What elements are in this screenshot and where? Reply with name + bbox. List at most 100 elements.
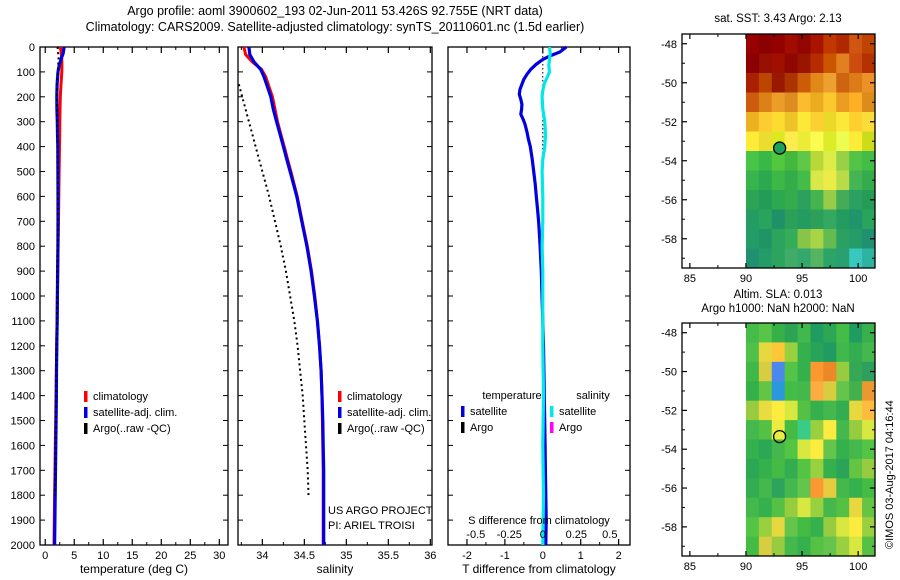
map-y-tick-label: -56 xyxy=(661,483,677,495)
x-tick-label: 10 xyxy=(97,550,109,562)
map-y-tick-label: -58 xyxy=(661,234,677,246)
depth-tick-label: 100 xyxy=(17,67,35,79)
map-title: Altim. SLA: 0.013 xyxy=(734,289,823,301)
x-tick-label: 1 xyxy=(578,550,584,562)
map-x-tick-label: 95 xyxy=(796,273,808,285)
legend-label: climatology xyxy=(93,391,149,403)
depth-tick-label: 1000 xyxy=(11,291,35,303)
depth-tick-label: 1700 xyxy=(11,465,35,477)
depth-tick-label: 200 xyxy=(17,92,35,104)
series-argo-raw-qc- xyxy=(237,84,310,496)
s-tick-label: -0.5 xyxy=(466,529,485,541)
legend-swatch xyxy=(84,423,88,434)
x-axis-label: salinity xyxy=(317,562,354,576)
map-x-tick-label: 90 xyxy=(740,561,752,573)
salinity-profile-panel: 34 34.5 35 35.5 36 salinity climatology satelli… xyxy=(237,46,436,576)
series-satellite-adj-clim- xyxy=(247,46,326,545)
legend-header: salinity xyxy=(576,390,610,402)
heatmap-cells xyxy=(745,323,876,557)
x-tick-label: 15 xyxy=(126,550,138,562)
depth-tick-label: 0 xyxy=(29,42,35,54)
x-tick-label: 35.5 xyxy=(378,550,399,562)
legend-swatch xyxy=(461,422,465,433)
temperature-profile-panel: 0 5 10 15 20 25 300100200300400500600700800900… xyxy=(11,42,229,576)
sst-map-panel: 85 90 95 100 -48 -50 -52 -54 -56 -58 sat. SST: 3.4… xyxy=(661,13,876,285)
x-axis-label: T difference from climatology xyxy=(462,562,616,576)
x-tick-label: 34 xyxy=(256,550,268,562)
depth-tick-label: 1400 xyxy=(11,391,35,403)
map-y-tick-label: -50 xyxy=(661,78,677,90)
legend-swatch xyxy=(461,406,465,417)
depth-tick-label: 400 xyxy=(17,142,35,154)
legend-label: Argo(..raw -QC) xyxy=(347,423,425,435)
map-title: Argo h1000: NaN h2000: NaN xyxy=(701,303,854,315)
x-tick-label: 34.5 xyxy=(294,550,315,562)
heatmap-cells xyxy=(745,34,876,269)
depth-tick-label: 1300 xyxy=(11,366,35,378)
panel-annotation: US ARGO PROJECT xyxy=(328,505,433,517)
x-tick-label: -2 xyxy=(462,550,472,562)
difference-profile-panel: -2 -1 0 1 2T difference from climatology S di… xyxy=(447,45,631,576)
legend: temperature satellite Argo salinity satellit… xyxy=(461,390,610,434)
map-x-tick-label: 100 xyxy=(849,273,867,285)
s-tick-label: 0.25 xyxy=(566,529,587,541)
map-y-tick-label: -48 xyxy=(661,39,677,51)
legend-swatch xyxy=(550,422,554,433)
x-tick-label: 30 xyxy=(213,550,225,562)
x-tick-label: 36 xyxy=(424,550,436,562)
title-line-2: Climatology: CARS2009. Satellite-adjuste… xyxy=(85,20,585,34)
legend: climatology satellite-adj. clim. Argo(..ra… xyxy=(84,391,177,435)
plot-frame xyxy=(237,46,433,546)
map-x-tick-label: 85 xyxy=(684,273,696,285)
legend-swatch xyxy=(338,407,342,418)
figure-title: Argo profile: aoml 3900602_193 02-Jun-20… xyxy=(10,3,660,35)
legend-swatch xyxy=(550,406,554,417)
legend-label: climatology xyxy=(347,391,403,403)
map-ticks xyxy=(682,34,875,268)
x-axis-label: temperature (deg C) xyxy=(80,562,188,576)
legend-label: satellite-adj. clim. xyxy=(347,407,431,419)
legend-label: Argo(..raw -QC) xyxy=(93,423,171,435)
depth-tick-label: 300 xyxy=(17,117,35,129)
x-tick-label: 2 xyxy=(616,550,622,562)
float-position-marker xyxy=(772,429,787,444)
map-y-tick-label: -48 xyxy=(661,328,677,340)
depth-tick-label: 1500 xyxy=(11,416,35,428)
axis-ticks xyxy=(447,46,630,546)
depth-tick-label: 1600 xyxy=(11,440,35,452)
series-argo-raw-qc- xyxy=(54,46,60,496)
depth-tick-label: 2000 xyxy=(11,540,35,552)
legend-label: satellite xyxy=(559,406,596,418)
axis-ticks xyxy=(238,46,432,546)
map-y-tick-label: -56 xyxy=(661,195,677,207)
legend-label: satellite xyxy=(470,406,507,418)
legend-label: satellite-adj. clim. xyxy=(93,407,177,419)
legend-label: Argo xyxy=(470,422,493,434)
x-tick-label: 35 xyxy=(340,550,352,562)
map-x-tick-label: 85 xyxy=(684,561,696,573)
depth-tick-label: 1200 xyxy=(11,341,35,353)
map-y-tick-label: -50 xyxy=(661,367,677,379)
plot-frame xyxy=(447,46,631,546)
x-tick-label: 25 xyxy=(184,550,196,562)
legend-label: Argo xyxy=(559,422,582,434)
x-tick-label: -1 xyxy=(500,550,510,562)
title-line-1: Argo profile: aoml 3900602_193 02-Jun-20… xyxy=(127,4,543,18)
x-tick-label: 5 xyxy=(71,550,77,562)
map-title: sat. SST: 3.43 Argo: 2.13 xyxy=(714,13,841,25)
depth-tick-label: 600 xyxy=(17,191,35,203)
map-x-tick-label: 100 xyxy=(849,561,867,573)
map-y-tick-label: -54 xyxy=(661,444,677,456)
depth-tick-label: 700 xyxy=(17,216,35,228)
depth-tick-label: 500 xyxy=(17,167,35,179)
depth-tick-label: 1800 xyxy=(11,490,35,502)
x-tick-label: 0 xyxy=(42,550,48,562)
depth-tick-label: 1900 xyxy=(11,515,35,527)
s-tick-label: -0.25 xyxy=(497,529,522,541)
sla-map-panel: 85 90 95 100 -48 -50 -52 -54 -56 -58 Altim. SLA: 0… xyxy=(661,289,876,573)
map-frame xyxy=(681,33,876,269)
legend-swatch xyxy=(338,423,342,434)
map-y-tick-label: -58 xyxy=(661,522,677,534)
map-ticks xyxy=(682,323,875,556)
map-y-tick-label: -54 xyxy=(661,156,677,168)
